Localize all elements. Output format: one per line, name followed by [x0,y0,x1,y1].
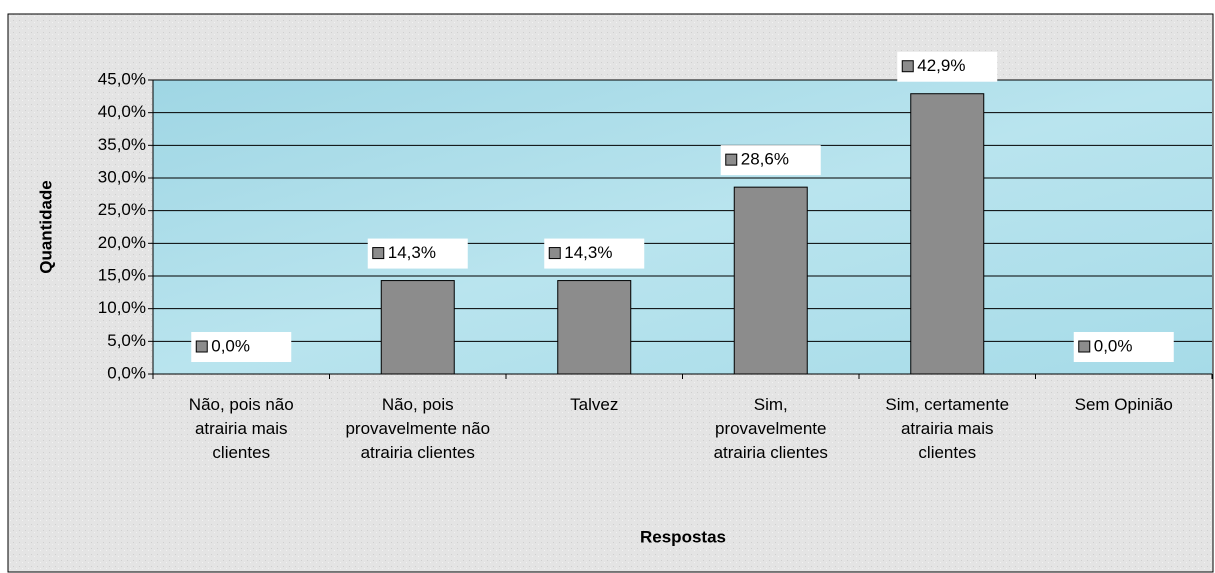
x-tick-label: Sem Opinião [1074,395,1173,414]
y-tick-label: 35,0% [98,135,146,154]
legend-key [725,153,738,166]
data-label-box [720,145,821,176]
y-tick-label: 20,0% [98,233,146,252]
y-axis-title: Quantidade [36,180,55,274]
legend-key [195,340,208,353]
data-label: 14,3% [388,243,436,262]
x-tick-label: Sim, provavelmente atrairia clientes [713,395,828,462]
bar [910,93,985,375]
x-axis-title: Respostas [640,527,726,546]
data-label: 42,9% [917,56,965,75]
data-label-box [897,51,998,82]
y-tick-label: 40,0% [98,102,146,121]
legend-key [372,247,385,260]
x-tick-label: Não, pois provavelmente não atrairia cli… [345,395,491,462]
data-label: 0,0% [1094,336,1133,355]
data-label-box [191,332,292,362]
legend-key [548,247,561,260]
data-label-box [367,238,468,269]
y-tick-label: 5,0% [107,331,146,350]
y-tick-label: 25,0% [98,200,146,219]
x-tick-label: Talvez [570,395,619,414]
data-label-box [1073,332,1174,362]
y-tick-label: 45,0% [98,69,146,88]
y-tick-label: 30,0% [98,167,146,186]
y-tick-label: 15,0% [98,265,146,284]
bar [733,186,808,375]
data-label: 28,6% [741,150,789,169]
data-label-box [544,238,645,269]
bar [557,280,632,375]
y-tick-label: 0,0% [107,363,146,382]
y-tick-label: 10,0% [98,298,146,317]
data-label: 14,3% [564,243,612,262]
x-tick-label: Sim, certamente atrairia mais clientes [885,395,1010,462]
legend-key [1078,340,1091,353]
plot-area [153,80,1212,374]
legend-key [901,60,914,73]
data-label: 0,0% [211,336,250,355]
x-tick-label: Não, pois não atrairia mais clientes [188,395,294,462]
bar [380,280,455,375]
